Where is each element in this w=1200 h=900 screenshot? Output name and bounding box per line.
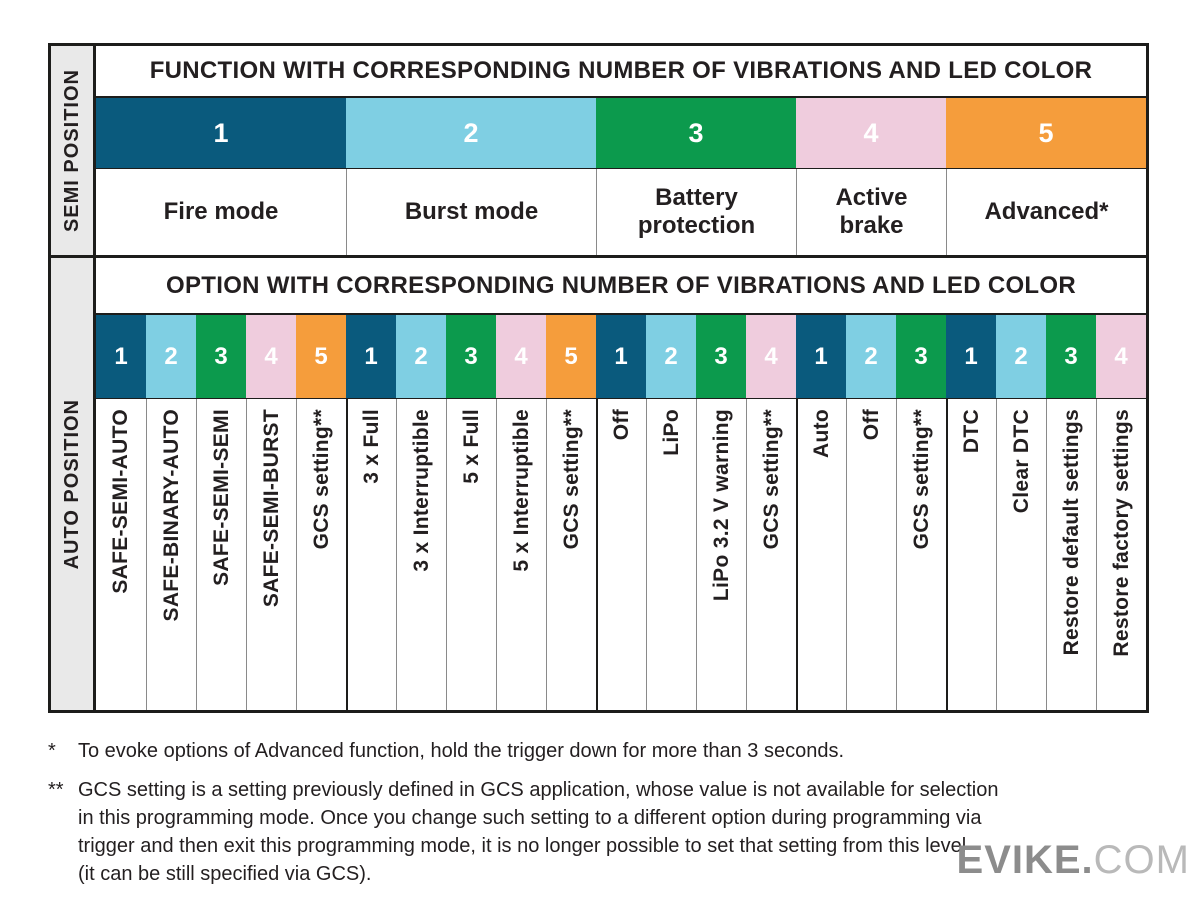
option-label: SAFE-SEMI-BURST xyxy=(259,409,283,608)
evike-watermark: EVIKE.COM xyxy=(957,840,1190,880)
footnote-advanced: * To evoke options of Advanced function,… xyxy=(48,737,1158,765)
option-cell: SAFE-SEMI-BURST xyxy=(246,399,296,710)
option-header: OPTION WITH CORRESPONDING NUMBER OF VIBR… xyxy=(96,258,1146,315)
option-cell: Restore default settings xyxy=(1046,399,1096,710)
option-number-cell: 4 xyxy=(1096,315,1146,398)
option-label: SAFE-SEMI-SEMI xyxy=(209,409,233,586)
option-cell: 5 x Full xyxy=(446,399,496,710)
option-cell: Clear DTC xyxy=(996,399,1046,710)
option-number-cell: 2 xyxy=(146,315,196,398)
option-cell: SAFE-BINARY-AUTO xyxy=(146,399,196,710)
option-label: Off xyxy=(859,409,883,441)
function-name-cell: Battery protection xyxy=(596,169,796,255)
option-number-cell: 3 xyxy=(196,315,246,398)
option-cell: GCS setting** xyxy=(546,399,596,710)
option-number-cell: 4 xyxy=(246,315,296,398)
auto-position-label: AUTO POSITION xyxy=(60,398,83,570)
option-label: Off xyxy=(610,409,633,441)
semi-content: FUNCTION WITH CORRESPONDING NUMBER OF VI… xyxy=(96,46,1146,255)
option-number-cell: 2 xyxy=(646,315,696,398)
option-cell: SAFE-SEMI-SEMI xyxy=(196,399,246,710)
option-number-cell: 1 xyxy=(796,315,846,398)
footnote-gcs-setting: ** GCS setting is a setting previously d… xyxy=(48,776,1158,888)
option-label: Auto xyxy=(810,409,833,459)
option-label: 5 x Interruptible xyxy=(509,409,533,572)
footnote-marker: * xyxy=(48,740,56,762)
option-number-cell: 4 xyxy=(496,315,546,398)
option-cell: DTC xyxy=(946,399,996,710)
auto-content: OPTION WITH CORRESPONDING NUMBER OF VIBR… xyxy=(96,258,1146,710)
option-number-cell: 5 xyxy=(546,315,596,398)
function-number-cell: 3 xyxy=(596,98,796,168)
option-cell: 3 x Full xyxy=(346,399,396,710)
option-label: DTC xyxy=(960,409,983,454)
function-number-cell: 5 xyxy=(946,98,1146,168)
option-label: GCS setting** xyxy=(309,409,333,550)
option-cell: 3 x Interruptible xyxy=(396,399,446,710)
option-cell: GCS setting** xyxy=(896,399,946,710)
function-number-cell: 1 xyxy=(96,98,346,168)
semi-position-sidebar: SEMI POSITION xyxy=(51,46,96,255)
option-label: GCS setting** xyxy=(559,409,583,550)
option-cell: GCS setting** xyxy=(746,399,796,710)
function-name-row: Fire mode Burst mode Battery protection Act… xyxy=(96,169,1146,255)
option-number-cell: 3 xyxy=(1046,315,1096,398)
option-cell: LiPo 3.2 V warning xyxy=(696,399,746,710)
option-label: 3 x Interruptible xyxy=(409,409,433,572)
option-number-cell: 1 xyxy=(596,315,646,398)
footnotes: * To evoke options of Advanced function,… xyxy=(48,737,1158,899)
option-cell: GCS setting** xyxy=(296,399,346,710)
option-number-cell: 1 xyxy=(96,315,146,398)
option-label: GCS setting** xyxy=(759,409,783,550)
option-label: SAFE-BINARY-AUTO xyxy=(159,409,183,622)
option-label: 5 x Full xyxy=(459,409,483,484)
footnote-text: To evoke options of Advanced function, h… xyxy=(78,740,845,762)
option-number-cell: 4 xyxy=(746,315,796,398)
option-cell: Off xyxy=(846,399,896,710)
option-cell: LiPo xyxy=(646,399,696,710)
semi-position-label: SEMI POSITION xyxy=(60,68,83,233)
semi-position-section: SEMI POSITION FUNCTION WITH CORRESPONDIN… xyxy=(51,46,1146,255)
function-number-cell: 4 xyxy=(796,98,946,168)
function-number-cell: 2 xyxy=(346,98,596,168)
option-label: Restore factory settings xyxy=(1109,409,1133,657)
option-cell: 5 x Interruptible xyxy=(496,399,546,710)
evike-watermark-bold: EVIKE. xyxy=(956,838,1094,882)
option-number-cell: 3 xyxy=(446,315,496,398)
footnote-text: GCS setting is a setting previously defi… xyxy=(78,779,999,885)
option-label-row: SAFE-SEMI-AUTO SAFE-BINARY-AUTO SAFE-SEMI-… xyxy=(96,399,1146,710)
option-label: LiPo 3.2 V warning xyxy=(709,409,733,602)
footnote-marker: ** xyxy=(48,779,64,801)
option-number-cell: 5 xyxy=(296,315,346,398)
auto-position-sidebar: AUTO POSITION xyxy=(51,258,96,710)
option-number-cell: 2 xyxy=(396,315,446,398)
option-cell: Restore factory settings xyxy=(1096,399,1146,710)
option-label: SAFE-SEMI-AUTO xyxy=(109,409,132,594)
option-number-cell: 3 xyxy=(896,315,946,398)
option-label: 3 x Full xyxy=(360,409,383,484)
option-cell: Auto xyxy=(796,399,846,710)
option-cell: SAFE-SEMI-AUTO xyxy=(96,399,146,710)
option-cell: Off xyxy=(596,399,646,710)
function-name-cell: Advanced* xyxy=(946,169,1146,255)
option-label: Clear DTC xyxy=(1009,409,1033,514)
option-number-cell: 1 xyxy=(946,315,996,398)
function-name-cell: Fire mode xyxy=(163,198,279,226)
option-number-cell: 1 xyxy=(346,315,396,398)
evike-watermark-light: COM xyxy=(1093,838,1190,882)
option-number-cell: 2 xyxy=(846,315,896,398)
function-name-cell: Active brake xyxy=(796,169,946,255)
programming-table: SEMI POSITION FUNCTION WITH CORRESPONDIN… xyxy=(48,43,1149,713)
option-label: LiPo xyxy=(659,409,683,456)
option-number-cell: 3 xyxy=(696,315,746,398)
option-label: Restore default settings xyxy=(1059,409,1083,656)
option-number-cell: 2 xyxy=(996,315,1046,398)
function-header: FUNCTION WITH CORRESPONDING NUMBER OF VI… xyxy=(96,46,1146,98)
auto-position-section: AUTO POSITION OPTION WITH CORRESPONDING … xyxy=(51,255,1146,710)
option-label: GCS setting** xyxy=(909,409,933,550)
function-name-cell: Burst mode xyxy=(346,169,596,255)
